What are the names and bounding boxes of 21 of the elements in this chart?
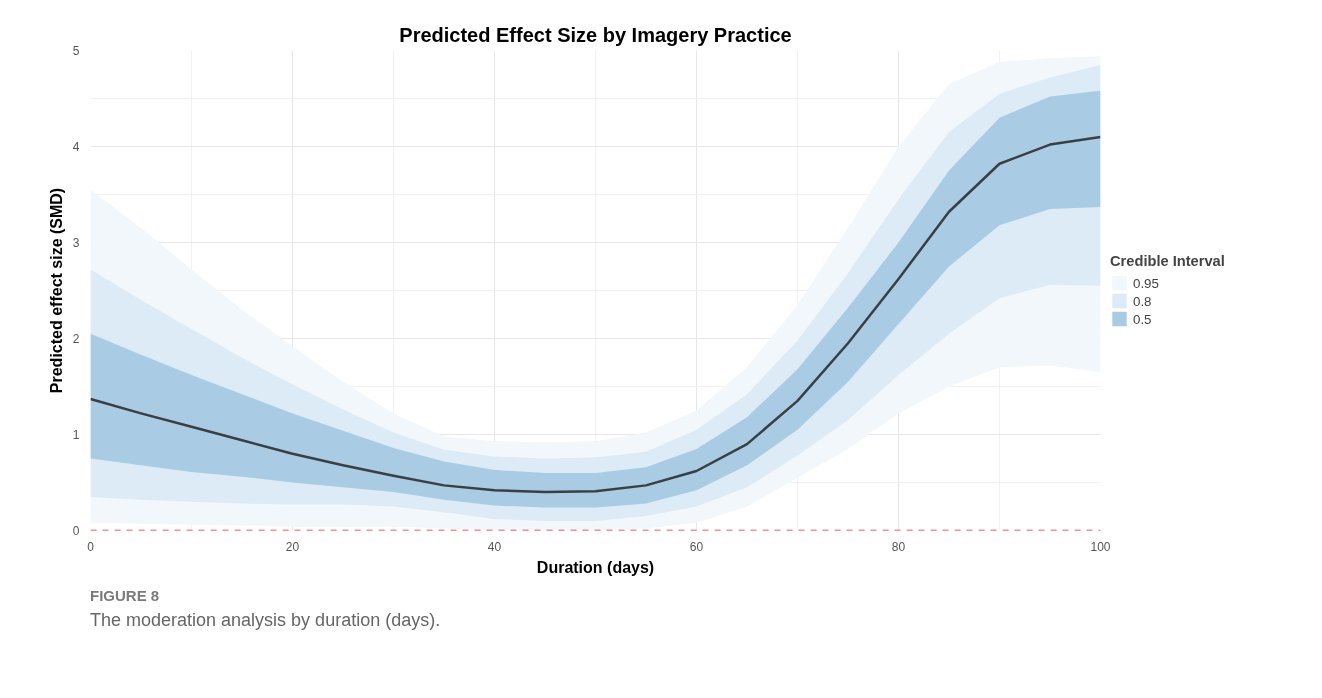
- legend-label: 0.95: [1133, 275, 1159, 290]
- legend-label: 0.8: [1133, 293, 1153, 308]
- x-tick-label: 0: [87, 539, 95, 554]
- x-axis-title: Duration (days): [536, 558, 655, 576]
- y-tick-label: 2: [72, 332, 80, 346]
- x-tick-label: 100: [1090, 539, 1111, 554]
- y-tick-label: 5: [72, 44, 80, 58]
- x-tick-label: 40: [487, 539, 502, 554]
- x-tick-label: 60: [689, 539, 704, 554]
- y-tick-label: 1: [72, 428, 80, 442]
- caption: FIGURE 8: [90, 586, 161, 606]
- x-tick-label: 20: [285, 539, 300, 554]
- legend-title: Credible Interval: [1110, 252, 1225, 269]
- y-tick-label: 0: [72, 524, 80, 538]
- chart-title: Predicted Effect Size by Imagery Practice: [399, 23, 792, 46]
- y-tick-label: 3: [72, 236, 80, 250]
- legend-label: 0.5: [1133, 311, 1153, 326]
- y-tick-label: 4: [72, 140, 80, 154]
- x-tick-label: 80: [891, 539, 906, 554]
- text: The moderation analysis by duration (days).: [90, 609, 441, 633]
- y-axis-title: Predicted effect size (SMD): [47, 187, 65, 394]
